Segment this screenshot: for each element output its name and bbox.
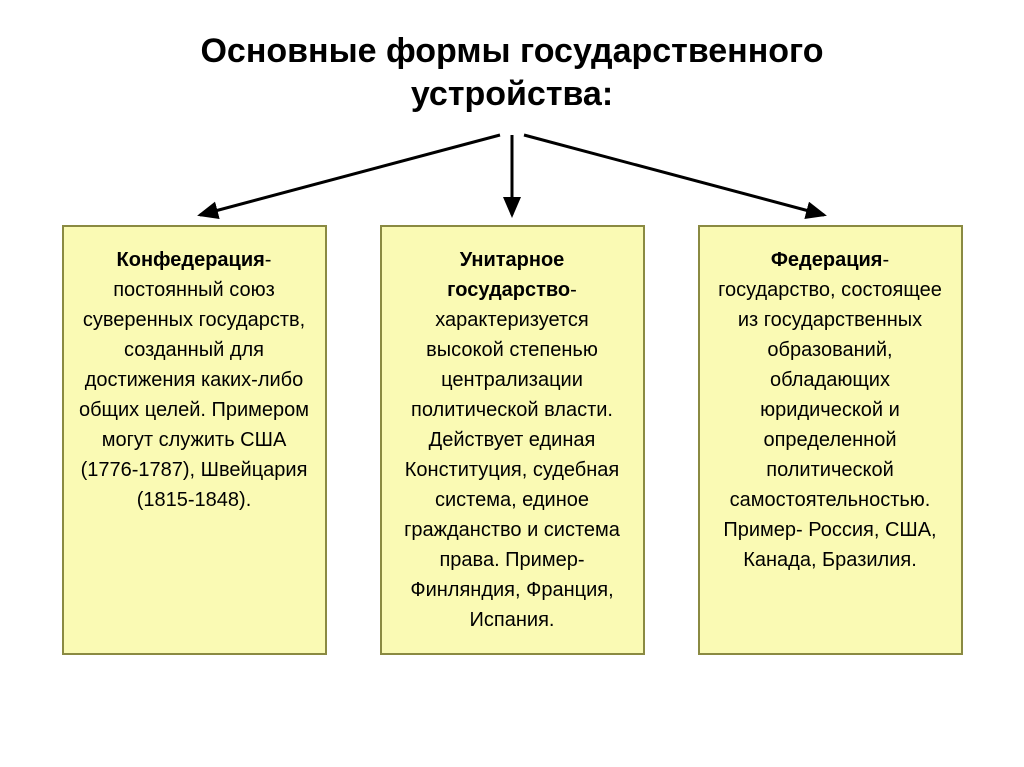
arrows-container — [0, 125, 1024, 225]
title-line-1: Основные формы государственного — [0, 30, 1024, 73]
federation-term: Федерация — [771, 249, 883, 271]
arrow-right — [524, 135, 824, 215]
unitary-box: Унитарное государство- характеризуется в… — [380, 225, 645, 655]
diagram-title: Основные формы государственного устройст… — [0, 0, 1024, 115]
unitary-term: Унитарное государство — [447, 249, 570, 301]
confederation-box: Конфедерация- постоянный союз суверенных… — [62, 225, 327, 655]
arrows-svg — [0, 125, 1024, 225]
confederation-text: - постоянный союз суверенных государств,… — [79, 249, 309, 511]
boxes-container: Конфедерация- постоянный союз суверенных… — [0, 225, 1024, 655]
arrow-left — [200, 135, 500, 215]
title-line-2: устройства: — [0, 73, 1024, 116]
unitary-text: - характеризуется высокой степенью центр… — [404, 279, 620, 631]
confederation-term: Конфедерация — [117, 249, 265, 271]
federation-text: - государство, состоящее из государствен… — [718, 249, 942, 571]
federation-box: Федерация- государство, состоящее из гос… — [698, 225, 963, 655]
